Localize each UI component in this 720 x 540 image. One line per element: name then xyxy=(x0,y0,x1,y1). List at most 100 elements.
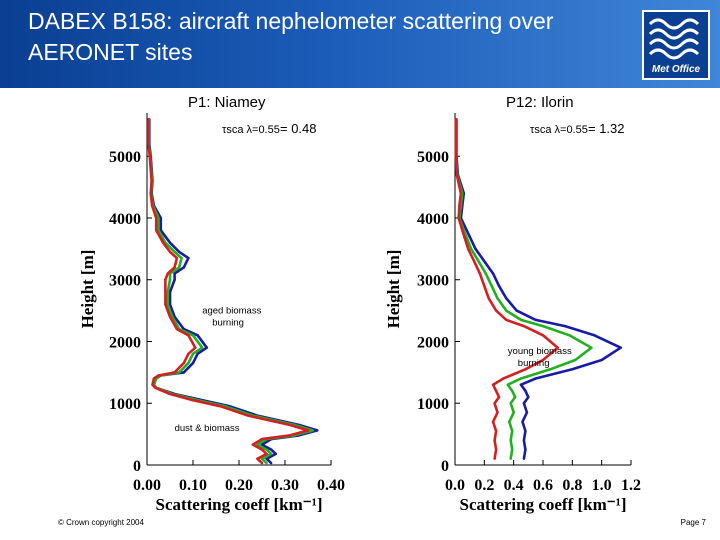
data-point xyxy=(497,395,501,399)
data-point xyxy=(512,411,515,414)
y-tick-label: 2000 xyxy=(417,334,449,351)
data-point xyxy=(563,324,567,328)
data-point xyxy=(467,247,470,251)
data-point xyxy=(619,346,622,349)
data-point xyxy=(461,229,464,232)
data-point xyxy=(168,315,172,318)
data-point xyxy=(196,334,199,337)
data-point xyxy=(509,457,512,460)
data-point xyxy=(194,346,197,349)
data-point xyxy=(187,352,190,355)
data-point xyxy=(541,334,545,337)
data-point xyxy=(593,334,596,337)
data-point xyxy=(484,272,487,275)
data-point xyxy=(477,260,480,263)
data-point xyxy=(509,439,512,442)
data-point xyxy=(505,297,508,300)
data-point xyxy=(148,155,151,158)
data-point xyxy=(521,420,524,423)
data-point xyxy=(491,383,495,386)
y-tick-label: 5000 xyxy=(417,149,449,166)
x-tick-label: 1.2 xyxy=(621,477,641,494)
y-tick-label: 1000 xyxy=(417,396,449,413)
data-point xyxy=(191,361,195,365)
data-point xyxy=(175,256,179,260)
data-point xyxy=(571,368,574,371)
data-point xyxy=(458,204,461,207)
annotation-text: young biomass xyxy=(508,346,572,357)
data-point xyxy=(288,434,291,437)
data-point xyxy=(524,389,527,393)
data-point xyxy=(151,383,154,386)
data-point xyxy=(519,383,523,386)
data-point xyxy=(483,260,486,263)
data-point xyxy=(159,216,162,220)
data-point xyxy=(265,461,268,465)
data-point xyxy=(600,358,603,362)
data-point xyxy=(164,278,167,281)
y-tick-label: 5000 xyxy=(109,149,141,166)
data-point xyxy=(454,155,458,158)
data-point xyxy=(519,377,523,380)
data-point xyxy=(497,284,501,288)
data-point xyxy=(173,272,176,275)
data-point xyxy=(201,346,204,349)
data-point xyxy=(219,405,222,408)
data-point xyxy=(196,352,199,355)
data-point xyxy=(260,448,264,451)
y-tick-label: 3000 xyxy=(417,273,449,290)
data-point xyxy=(175,327,179,331)
data-point xyxy=(178,250,181,254)
data-point xyxy=(149,192,152,195)
data-point xyxy=(494,309,498,312)
data-point xyxy=(513,395,517,399)
data-point xyxy=(173,250,176,254)
data-point xyxy=(556,346,559,349)
data-point xyxy=(178,266,181,269)
data-point xyxy=(187,361,190,365)
data-point xyxy=(166,290,169,294)
data-point xyxy=(524,368,527,371)
tau-value: = 0.48 xyxy=(280,121,317,136)
data-point xyxy=(483,284,486,288)
data-point xyxy=(534,318,537,322)
data-point xyxy=(496,411,499,414)
data-point xyxy=(191,399,195,402)
data-point xyxy=(457,216,460,220)
data-point xyxy=(150,179,153,183)
data-point xyxy=(541,358,545,362)
y-axis-label: Height [m] xyxy=(78,250,97,329)
data-point xyxy=(511,448,514,451)
tau-value: = 1.32 xyxy=(588,121,625,136)
data-point xyxy=(574,358,577,362)
data-point xyxy=(511,389,514,393)
data-point xyxy=(316,429,319,432)
tau-label: τsca λ=0.55 xyxy=(530,124,588,136)
data-point xyxy=(168,241,172,244)
page-number: Page 7 xyxy=(680,518,706,527)
y-tick-label: 0 xyxy=(133,458,141,475)
data-point xyxy=(455,173,458,176)
series-line xyxy=(455,119,622,460)
data-point xyxy=(256,457,259,460)
data-point xyxy=(265,452,268,456)
data-point xyxy=(522,439,526,442)
x-tick-label: 0.30 xyxy=(271,477,299,494)
data-point xyxy=(541,324,545,328)
data-point xyxy=(157,374,160,377)
data-point xyxy=(508,420,511,423)
data-point xyxy=(265,448,268,451)
data-point xyxy=(306,429,310,432)
data-point xyxy=(454,118,458,121)
data-point xyxy=(490,284,493,288)
data-point xyxy=(524,448,527,451)
data-point xyxy=(154,386,157,389)
annotation-text: aged biomass xyxy=(202,306,261,317)
data-point xyxy=(506,383,509,386)
data-point xyxy=(511,429,514,433)
data-point xyxy=(164,303,167,306)
data-point xyxy=(493,457,496,460)
data-point xyxy=(155,216,158,220)
